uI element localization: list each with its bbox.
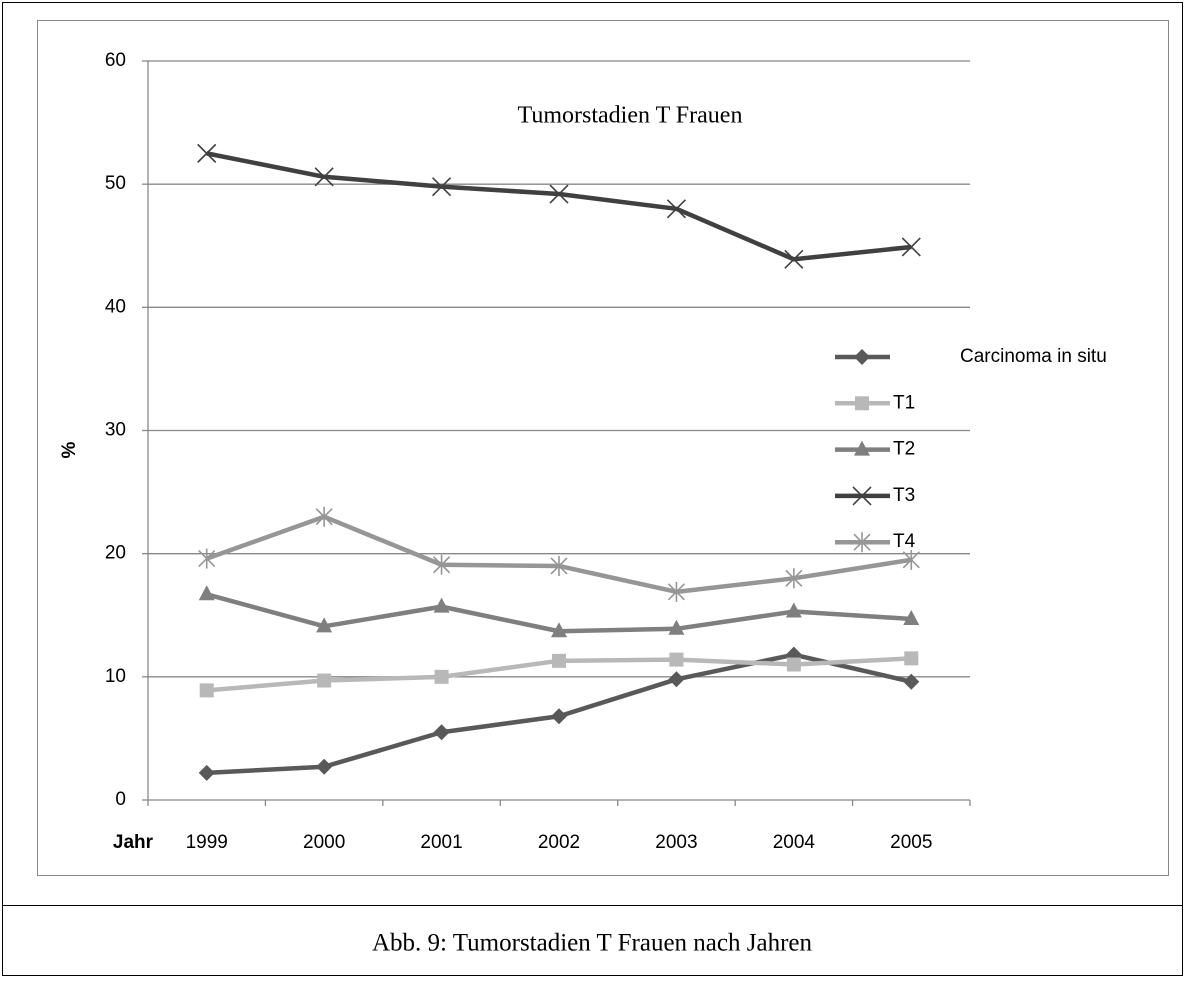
legend-label: T2 xyxy=(893,439,915,460)
x-tick-label: 2005 xyxy=(890,832,932,853)
marker xyxy=(198,548,216,569)
marker xyxy=(666,199,686,219)
legend-marker xyxy=(853,532,871,553)
marker xyxy=(551,708,567,725)
x-tick-label: 2000 xyxy=(303,832,345,853)
legend-label: T4 xyxy=(893,531,916,552)
marker xyxy=(198,764,215,781)
chart-frame xyxy=(37,20,1169,876)
x-tick-label: 1999 xyxy=(186,832,228,853)
chart-title: Tumorstadien T Frauen xyxy=(518,103,743,129)
y-tick-label: 10 xyxy=(105,666,126,687)
marker xyxy=(786,657,801,672)
x-tick-label: 2002 xyxy=(538,832,580,853)
marker xyxy=(668,671,685,688)
marker xyxy=(550,555,568,576)
x-tick-label: 2003 xyxy=(655,832,697,853)
marker xyxy=(903,609,920,625)
x-axis-label: Jahr xyxy=(113,832,154,853)
marker xyxy=(433,597,450,613)
marker xyxy=(549,184,569,204)
marker xyxy=(904,651,919,666)
marker xyxy=(432,177,452,197)
marker xyxy=(314,167,334,187)
y-tick-label: 60 xyxy=(105,50,126,71)
y-tick-label: 30 xyxy=(105,420,126,441)
marker xyxy=(433,554,451,575)
legend-label: T3 xyxy=(893,485,915,506)
marker xyxy=(315,506,333,527)
legend-marker xyxy=(854,440,870,456)
legend-marker xyxy=(854,349,870,365)
marker xyxy=(784,249,804,269)
marker xyxy=(434,669,449,684)
marker xyxy=(433,724,450,741)
y-tick-label: 20 xyxy=(105,543,126,564)
legend-marker xyxy=(852,486,872,506)
marker xyxy=(317,673,332,688)
marker xyxy=(316,617,333,633)
legend-label: Carcinoma in situ xyxy=(960,346,1107,367)
marker xyxy=(197,143,217,163)
y-tick-label: 0 xyxy=(115,789,126,810)
marker xyxy=(316,758,333,775)
marker xyxy=(669,652,684,667)
legend-label: T1 xyxy=(893,392,915,413)
marker xyxy=(552,653,566,668)
marker xyxy=(902,549,920,570)
marker xyxy=(785,568,803,589)
marker xyxy=(198,585,215,601)
series-line xyxy=(206,151,912,262)
marker xyxy=(551,622,567,638)
legend-marker xyxy=(855,396,869,411)
marker xyxy=(785,602,802,618)
caption: Abb. 9: Tumorstadien T Frauen nach Jahre… xyxy=(372,930,813,957)
y-tick-label: 40 xyxy=(105,296,126,317)
x-tick-label: 2004 xyxy=(773,832,816,853)
y-tick-label: 50 xyxy=(105,173,126,194)
marker xyxy=(199,683,214,698)
marker xyxy=(667,581,685,602)
x-tick-label: 2001 xyxy=(420,832,462,853)
marker xyxy=(901,237,921,257)
y-axis-label: % xyxy=(59,441,80,458)
marker xyxy=(903,673,920,690)
marker xyxy=(668,619,685,635)
